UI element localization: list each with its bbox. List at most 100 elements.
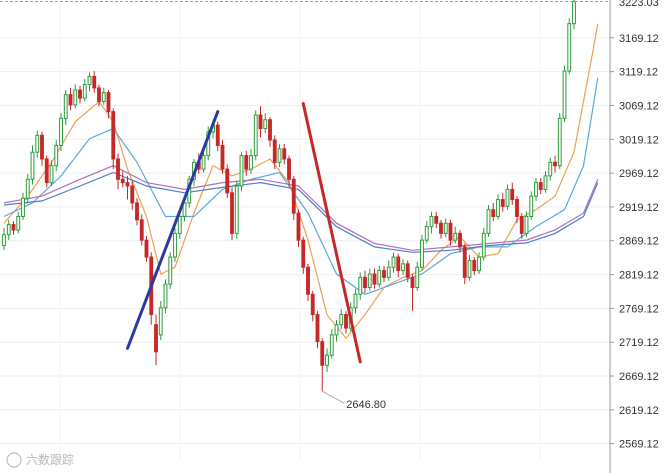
candle bbox=[557, 112, 562, 170]
candle bbox=[344, 311, 348, 334]
candle bbox=[515, 196, 519, 224]
candle bbox=[496, 194, 500, 220]
candle bbox=[562, 65, 567, 122]
candle-body bbox=[244, 155, 249, 170]
low-annotation-label: 2646.80 bbox=[346, 399, 386, 411]
candle bbox=[477, 252, 481, 274]
candle bbox=[572, 0, 576, 30]
y-tick-label: 2969.12 bbox=[619, 168, 659, 180]
candle bbox=[87, 72, 92, 92]
candle-body bbox=[491, 209, 496, 217]
candle bbox=[97, 84, 101, 107]
y-tick-label: 3019.12 bbox=[619, 134, 659, 146]
candle-body bbox=[125, 182, 130, 187]
candle-body bbox=[268, 119, 272, 141]
candle bbox=[258, 106, 263, 138]
candle bbox=[420, 234, 424, 271]
candle-body bbox=[44, 158, 49, 184]
candle-body bbox=[510, 188, 515, 201]
candle bbox=[306, 263, 310, 302]
candle bbox=[372, 268, 377, 289]
candle bbox=[139, 214, 144, 246]
candle bbox=[439, 219, 443, 239]
candle bbox=[120, 171, 125, 188]
moving-average-lines bbox=[3, 23, 599, 340]
candle-body bbox=[467, 259, 472, 278]
candle bbox=[358, 272, 363, 300]
candles bbox=[2, 0, 576, 392]
candle bbox=[481, 227, 486, 261]
candle-body bbox=[486, 209, 491, 234]
y-tick-label: 3169.12 bbox=[619, 33, 659, 45]
candle-body bbox=[111, 111, 116, 160]
y-tick-label: 2819.12 bbox=[619, 270, 659, 282]
candle bbox=[277, 144, 282, 168]
candle-body bbox=[49, 165, 54, 184]
candle-body bbox=[548, 161, 553, 177]
candle bbox=[272, 135, 277, 170]
candle bbox=[2, 227, 6, 251]
candle-body bbox=[567, 23, 572, 72]
candle-body bbox=[220, 144, 225, 170]
candle-body bbox=[230, 192, 234, 234]
candle-body bbox=[92, 75, 97, 89]
candle-body bbox=[296, 212, 301, 241]
candle-body bbox=[401, 263, 405, 272]
candle bbox=[453, 226, 458, 244]
candle bbox=[363, 270, 367, 293]
candle bbox=[491, 202, 496, 222]
y-tick-label: 2869.12 bbox=[619, 236, 659, 248]
candle-body bbox=[154, 324, 158, 353]
candle bbox=[30, 145, 35, 185]
candle-body bbox=[339, 314, 344, 326]
candle bbox=[339, 309, 344, 330]
candle bbox=[173, 227, 177, 262]
candle bbox=[429, 211, 434, 234]
candle-body bbox=[97, 87, 101, 102]
candle-body bbox=[481, 232, 486, 258]
candle-body bbox=[429, 215, 434, 228]
candle-body bbox=[21, 197, 25, 217]
candle-body bbox=[2, 234, 6, 247]
candle bbox=[391, 252, 396, 273]
candle-body bbox=[382, 270, 386, 278]
candle bbox=[230, 187, 234, 241]
candle-body bbox=[424, 226, 429, 241]
candle bbox=[467, 255, 472, 281]
candle-body bbox=[353, 293, 358, 309]
candle bbox=[68, 87, 73, 111]
candle-body bbox=[377, 270, 382, 285]
candle bbox=[168, 252, 173, 289]
candle-body bbox=[500, 199, 505, 207]
candle-body bbox=[453, 232, 458, 241]
candle-body bbox=[320, 341, 325, 366]
candle bbox=[49, 160, 54, 187]
y-tick-label: 3119.12 bbox=[619, 67, 658, 79]
candle bbox=[510, 182, 515, 205]
candle-body bbox=[54, 144, 59, 167]
y-tick-label: 2919.12 bbox=[619, 202, 659, 214]
candle-body bbox=[515, 199, 519, 217]
candle-body bbox=[116, 158, 120, 180]
candle bbox=[130, 180, 135, 210]
candle bbox=[54, 140, 59, 172]
candle-body bbox=[101, 92, 106, 102]
candle-body bbox=[439, 222, 443, 234]
candle bbox=[519, 213, 524, 239]
candle bbox=[396, 253, 401, 278]
candle-body bbox=[396, 256, 401, 272]
watermark: 六数跟踪 bbox=[6, 452, 74, 468]
candle bbox=[553, 155, 557, 173]
moving-average-line bbox=[3, 23, 599, 340]
candle-body bbox=[405, 263, 410, 278]
candle-body bbox=[201, 155, 206, 170]
candle-body bbox=[40, 134, 44, 160]
candle bbox=[320, 338, 325, 392]
candle bbox=[101, 87, 106, 105]
y-tick-label: 2619.12 bbox=[619, 405, 659, 417]
y-tick-label: 2719.12 bbox=[619, 337, 659, 349]
candle-body bbox=[462, 246, 467, 278]
candle bbox=[382, 265, 386, 283]
moving-average-line bbox=[3, 171, 599, 253]
